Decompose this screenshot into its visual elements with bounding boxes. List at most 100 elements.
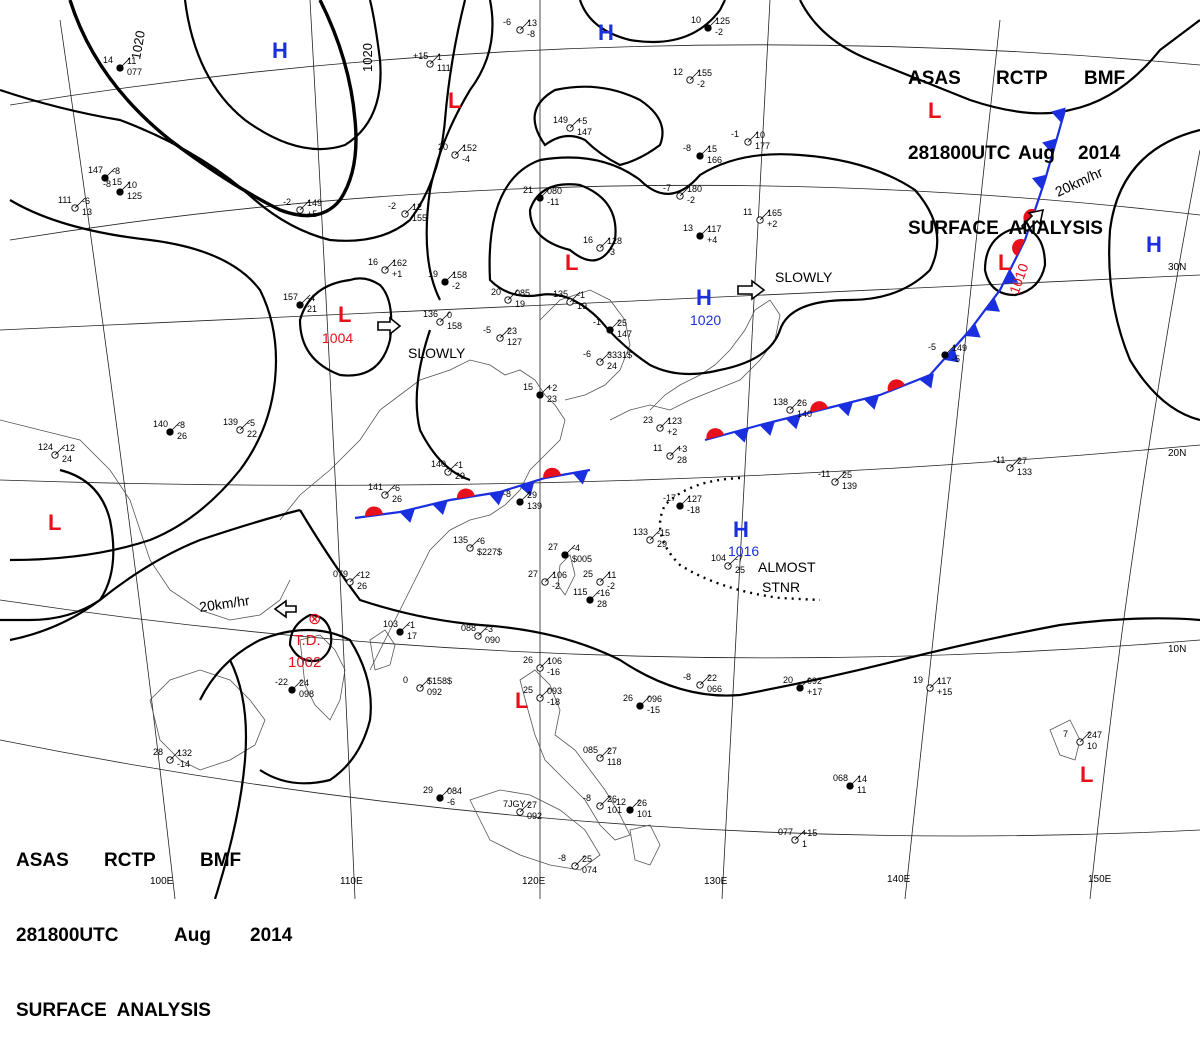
wind-barb — [679, 495, 691, 507]
station-value: $227$ — [477, 547, 502, 557]
station-value: 7 — [1063, 729, 1068, 739]
station-value: 28 — [597, 599, 607, 609]
station-value: 117 — [937, 676, 951, 686]
dotted-trough — [658, 476, 821, 602]
station-value: $158$ — [427, 676, 452, 686]
station-value: 149 — [307, 198, 322, 208]
isobar-5 — [488, 153, 939, 376]
station-value: -8 — [503, 489, 511, 499]
wind-barb — [699, 145, 711, 157]
wind-barb — [747, 131, 759, 143]
chart-header-top-right: ASAS RCTP BMF 281800UTC Aug 2014 SURFACE ANA… — [908, 16, 1125, 266]
isobar-label: 1020 — [128, 29, 148, 60]
station-value: 101 — [607, 805, 622, 815]
cold-front-triangle — [1042, 138, 1057, 154]
isobar-10 — [9, 508, 301, 642]
isobar-9 — [1108, 128, 1200, 422]
station-value: 11 — [127, 56, 136, 66]
station-value: -4 — [572, 543, 580, 553]
cold-front-triangle — [919, 373, 934, 389]
station-value: 125 — [715, 16, 730, 26]
station-value: 25 — [617, 318, 627, 328]
lon-label: 130E — [704, 876, 728, 887]
station-value: 124 — [38, 442, 53, 452]
wind-barb — [299, 199, 311, 211]
warm-front-semicircle — [887, 379, 905, 392]
header-time: 281800UTC — [16, 925, 119, 946]
station-value: 26 — [623, 693, 633, 703]
wind-barb — [679, 185, 691, 197]
station-value: 117 — [707, 224, 721, 234]
station-value: +15 — [413, 51, 428, 61]
station-value: 26 — [607, 794, 617, 804]
station-value: 28 — [677, 455, 687, 465]
wind-barb — [574, 855, 586, 867]
station-value: 125 — [127, 191, 142, 201]
station-value: 22 — [247, 429, 257, 439]
station-value: 090 — [485, 635, 500, 645]
fronts — [354, 107, 1067, 523]
warm-front-semicircle — [456, 488, 475, 499]
wind-barb — [469, 537, 481, 549]
parallel-10n — [0, 599, 1200, 659]
station-value: 080 — [547, 186, 562, 196]
station-value: 103 — [383, 619, 398, 629]
wind-barb — [384, 484, 396, 496]
wind-barb — [169, 421, 181, 433]
isobar-11 — [299, 509, 1200, 697]
wind-barb — [399, 621, 411, 633]
station-value: 26 — [177, 431, 187, 441]
parallel-50n — [9, 44, 1200, 106]
wind-barb — [599, 795, 611, 807]
wind-barb — [669, 445, 681, 457]
wind-barb — [169, 749, 181, 761]
station-value: 25 — [523, 685, 533, 695]
map-background — [0, 0, 1200, 899]
warm-front-semicircle — [365, 506, 383, 517]
high-center-label: H — [598, 20, 614, 45]
station-value: 21 — [523, 185, 533, 195]
station-value: 13 — [527, 18, 537, 28]
station-value: 20 — [438, 142, 448, 152]
station-value: -6 — [503, 17, 511, 27]
cold-front-triangle — [1031, 174, 1047, 190]
station-value: -2 — [388, 201, 396, 211]
wind-barb — [507, 289, 519, 301]
header-center: ASAS — [16, 850, 69, 871]
low-center-label: L — [1080, 762, 1093, 787]
station-value: -5 — [928, 342, 936, 352]
station-value: 26 — [637, 798, 647, 808]
station-value: +17 — [807, 687, 822, 697]
station-value: -8 — [527, 29, 535, 39]
station-value: 085 — [583, 745, 598, 755]
isobar-low-1010 — [983, 226, 1047, 297]
station-value: 133 — [1017, 467, 1032, 477]
station-value: 149 — [952, 343, 967, 353]
motion-text: STNR — [762, 579, 800, 595]
front-symbol — [1003, 269, 1019, 284]
station-value: 165 — [767, 208, 782, 218]
station-value: 177 — [755, 141, 770, 151]
station-value: 24 — [299, 678, 309, 688]
wind-barb — [699, 225, 711, 237]
station-value: 11 — [653, 443, 662, 453]
motion-texts: SLOWLY SLOWLY 20km/hr 20km/hr ALMOST STN… — [198, 164, 1105, 615]
td-label: T.D. — [294, 632, 321, 649]
station-value: -1 — [731, 129, 739, 139]
warm-front-semicircle — [810, 401, 828, 413]
station-value: -7 — [663, 183, 671, 193]
station-value: 128 — [607, 236, 622, 246]
isobar-outer-1 — [0, 0, 467, 242]
station-value: 12 — [412, 202, 422, 212]
station-value: +5 — [577, 116, 587, 126]
lat-label: 30N — [1168, 262, 1186, 273]
station-value: 111 — [58, 195, 72, 205]
wind-barb — [104, 167, 116, 179]
wind-barb — [599, 351, 611, 363]
front-symbol — [706, 428, 725, 440]
station-value: 127 — [687, 494, 702, 504]
station-value: -12 — [613, 797, 626, 807]
station-value: -5 — [247, 418, 255, 428]
cold-front-triangle — [399, 508, 416, 523]
